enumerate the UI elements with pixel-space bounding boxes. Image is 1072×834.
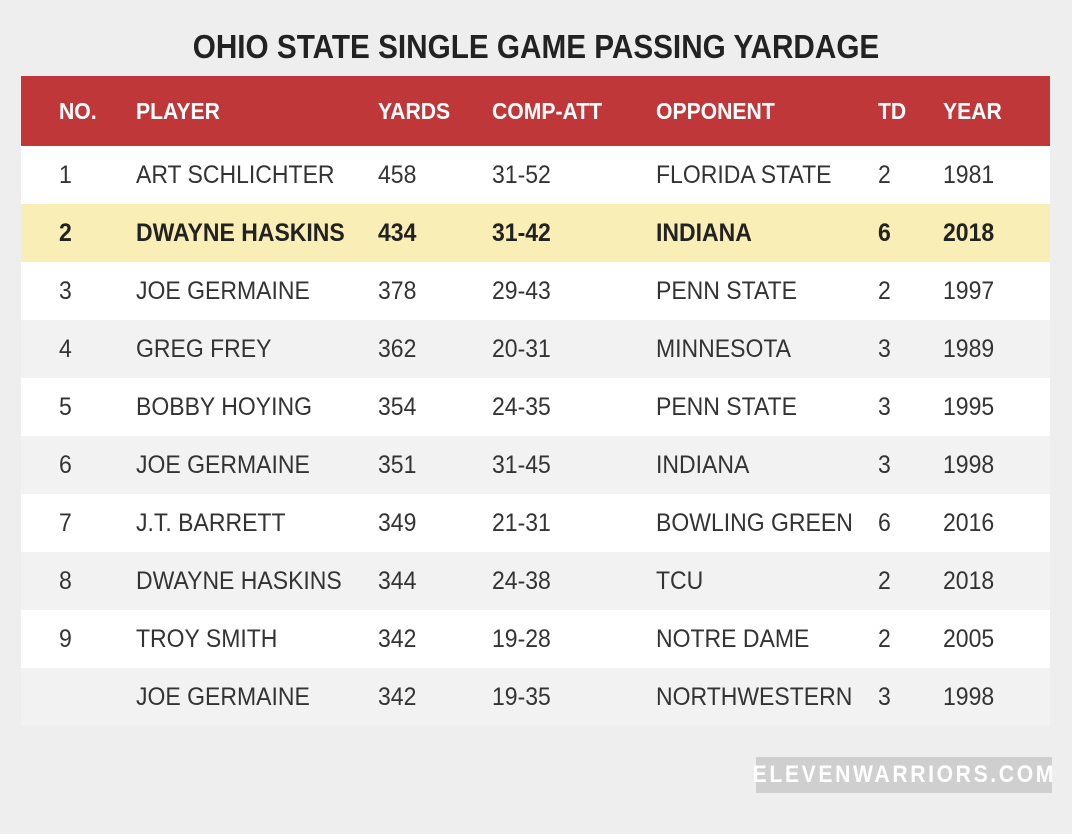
cell-opponent: MINNESOTA xyxy=(656,334,792,363)
cell-no: 9 xyxy=(59,624,72,653)
cell-opponent: TCU xyxy=(656,566,704,595)
cell-td: 3 xyxy=(878,392,891,421)
cell-yards: 362 xyxy=(378,334,417,363)
cell-td: 2 xyxy=(878,566,891,595)
cell-player: DWAYNE HASKINS xyxy=(136,566,342,595)
cell-comp-att: 31-52 xyxy=(492,160,551,189)
cell-no: 6 xyxy=(59,450,72,479)
column-header-yards: YARDS xyxy=(378,97,451,124)
cell-td: 6 xyxy=(878,508,891,537)
cell-player: DWAYNE HASKINS xyxy=(136,218,345,247)
cell-opponent: FLORIDA STATE xyxy=(656,160,832,189)
cell-no: 8 xyxy=(59,566,72,595)
cell-year: 1981 xyxy=(943,160,995,189)
cell-yards: 351 xyxy=(378,450,417,479)
cell-yards: 342 xyxy=(378,624,417,653)
cell-no: 1 xyxy=(59,160,72,189)
cell-yards: 344 xyxy=(378,566,417,595)
table-row: JOE GERMAINE 342 19-35 NORTHWESTERN 3 19… xyxy=(21,668,1050,726)
cell-no: 7 xyxy=(59,508,72,537)
cell-year: 1989 xyxy=(943,334,995,363)
cell-player: GREG FREY xyxy=(136,334,272,363)
watermark-text: ELEVENWARRIORS.COM xyxy=(752,761,1056,788)
cell-td: 6 xyxy=(878,218,891,247)
cell-year: 1998 xyxy=(943,682,995,711)
cell-year: 2018 xyxy=(943,218,995,247)
cell-td: 2 xyxy=(878,160,891,189)
table-row: 1 ART SCHLICHTER 458 31-52 FLORIDA STATE… xyxy=(21,146,1050,204)
cell-no: 5 xyxy=(59,392,72,421)
cell-player: BOBBY HOYING xyxy=(136,392,312,421)
table-row: 4 GREG FREY 362 20-31 MINNESOTA 3 1989 xyxy=(21,320,1050,378)
cell-td: 3 xyxy=(878,450,891,479)
cell-no: 4 xyxy=(59,334,72,363)
table-row: 8 DWAYNE HASKINS 344 24-38 TCU 2 2018 xyxy=(21,552,1050,610)
cell-opponent: INDIANA xyxy=(656,218,752,247)
table-row: 9 TROY SMITH 342 19-28 NOTRE DAME 2 2005 xyxy=(21,610,1050,668)
table-row: 3 JOE GERMAINE 378 29-43 PENN STATE 2 19… xyxy=(21,262,1050,320)
column-header-year: YEAR xyxy=(943,97,1002,124)
cell-year: 2005 xyxy=(943,624,995,653)
cell-comp-att: 19-28 xyxy=(492,624,551,653)
cell-player: J.T. BARRETT xyxy=(136,508,286,537)
cell-td: 3 xyxy=(878,334,891,363)
cell-yards: 349 xyxy=(378,508,417,537)
passing-yardage-table: NO. PLAYER YARDS COMP-ATT OPPONENT TD YE… xyxy=(21,76,1050,726)
table-row: 5 BOBBY HOYING 354 24-35 PENN STATE 3 19… xyxy=(21,378,1050,436)
cell-yards: 378 xyxy=(378,276,417,305)
cell-yards: 342 xyxy=(378,682,417,711)
table-header: NO. PLAYER YARDS COMP-ATT OPPONENT TD YE… xyxy=(21,76,1050,146)
cell-opponent: NORTHWESTERN xyxy=(656,682,853,711)
cell-year: 1998 xyxy=(943,450,995,479)
cell-year: 2016 xyxy=(943,508,995,537)
cell-opponent: PENN STATE xyxy=(656,276,798,305)
cell-comp-att: 21-31 xyxy=(492,508,551,537)
table-row-highlighted: 2 DWAYNE HASKINS 434 31-42 INDIANA 6 201… xyxy=(21,204,1050,262)
cell-comp-att: 31-45 xyxy=(492,450,551,479)
cell-td: 2 xyxy=(878,624,891,653)
cell-no: 3 xyxy=(59,276,72,305)
cell-comp-att: 24-35 xyxy=(492,392,551,421)
cell-player: JOE GERMAINE xyxy=(136,450,310,479)
cell-player: JOE GERMAINE xyxy=(136,276,310,305)
cell-comp-att: 19-35 xyxy=(492,682,551,711)
cell-opponent: BOWLING GREEN xyxy=(656,508,853,537)
cell-comp-att: 20-31 xyxy=(492,334,551,363)
column-header-no: NO. xyxy=(59,97,97,124)
cell-year: 1995 xyxy=(943,392,995,421)
table-row: 6 JOE GERMAINE 351 31-45 INDIANA 3 1998 xyxy=(21,436,1050,494)
cell-opponent: PENN STATE xyxy=(656,392,798,421)
cell-player: JOE GERMAINE xyxy=(136,682,310,711)
cell-yards: 434 xyxy=(378,218,417,247)
cell-comp-att: 31-42 xyxy=(492,218,551,247)
column-header-td: TD xyxy=(878,97,907,124)
cell-opponent: INDIANA xyxy=(656,450,750,479)
cell-comp-att: 29-43 xyxy=(492,276,551,305)
cell-yards: 354 xyxy=(378,392,417,421)
cell-player: TROY SMITH xyxy=(136,624,278,653)
cell-td: 2 xyxy=(878,276,891,305)
cell-td: 3 xyxy=(878,682,891,711)
cell-year: 1997 xyxy=(943,276,995,305)
cell-opponent: NOTRE DAME xyxy=(656,624,810,653)
cell-comp-att: 24-38 xyxy=(492,566,551,595)
cell-yards: 458 xyxy=(378,160,417,189)
column-header-opponent: OPPONENT xyxy=(656,97,775,124)
cell-no: 2 xyxy=(59,218,72,247)
cell-year: 2018 xyxy=(943,566,995,595)
cell-player: ART SCHLICHTER xyxy=(136,160,335,189)
page-title: OHIO STATE SINGLE GAME PASSING YARDAGE xyxy=(192,28,880,65)
column-header-player: PLAYER xyxy=(136,97,220,124)
column-header-comp-att: COMP-ATT xyxy=(492,97,603,124)
table-row: 7 J.T. BARRETT 349 21-31 BOWLING GREEN 6… xyxy=(21,494,1050,552)
watermark-logo: ELEVENWARRIORS.COM xyxy=(752,757,1053,793)
